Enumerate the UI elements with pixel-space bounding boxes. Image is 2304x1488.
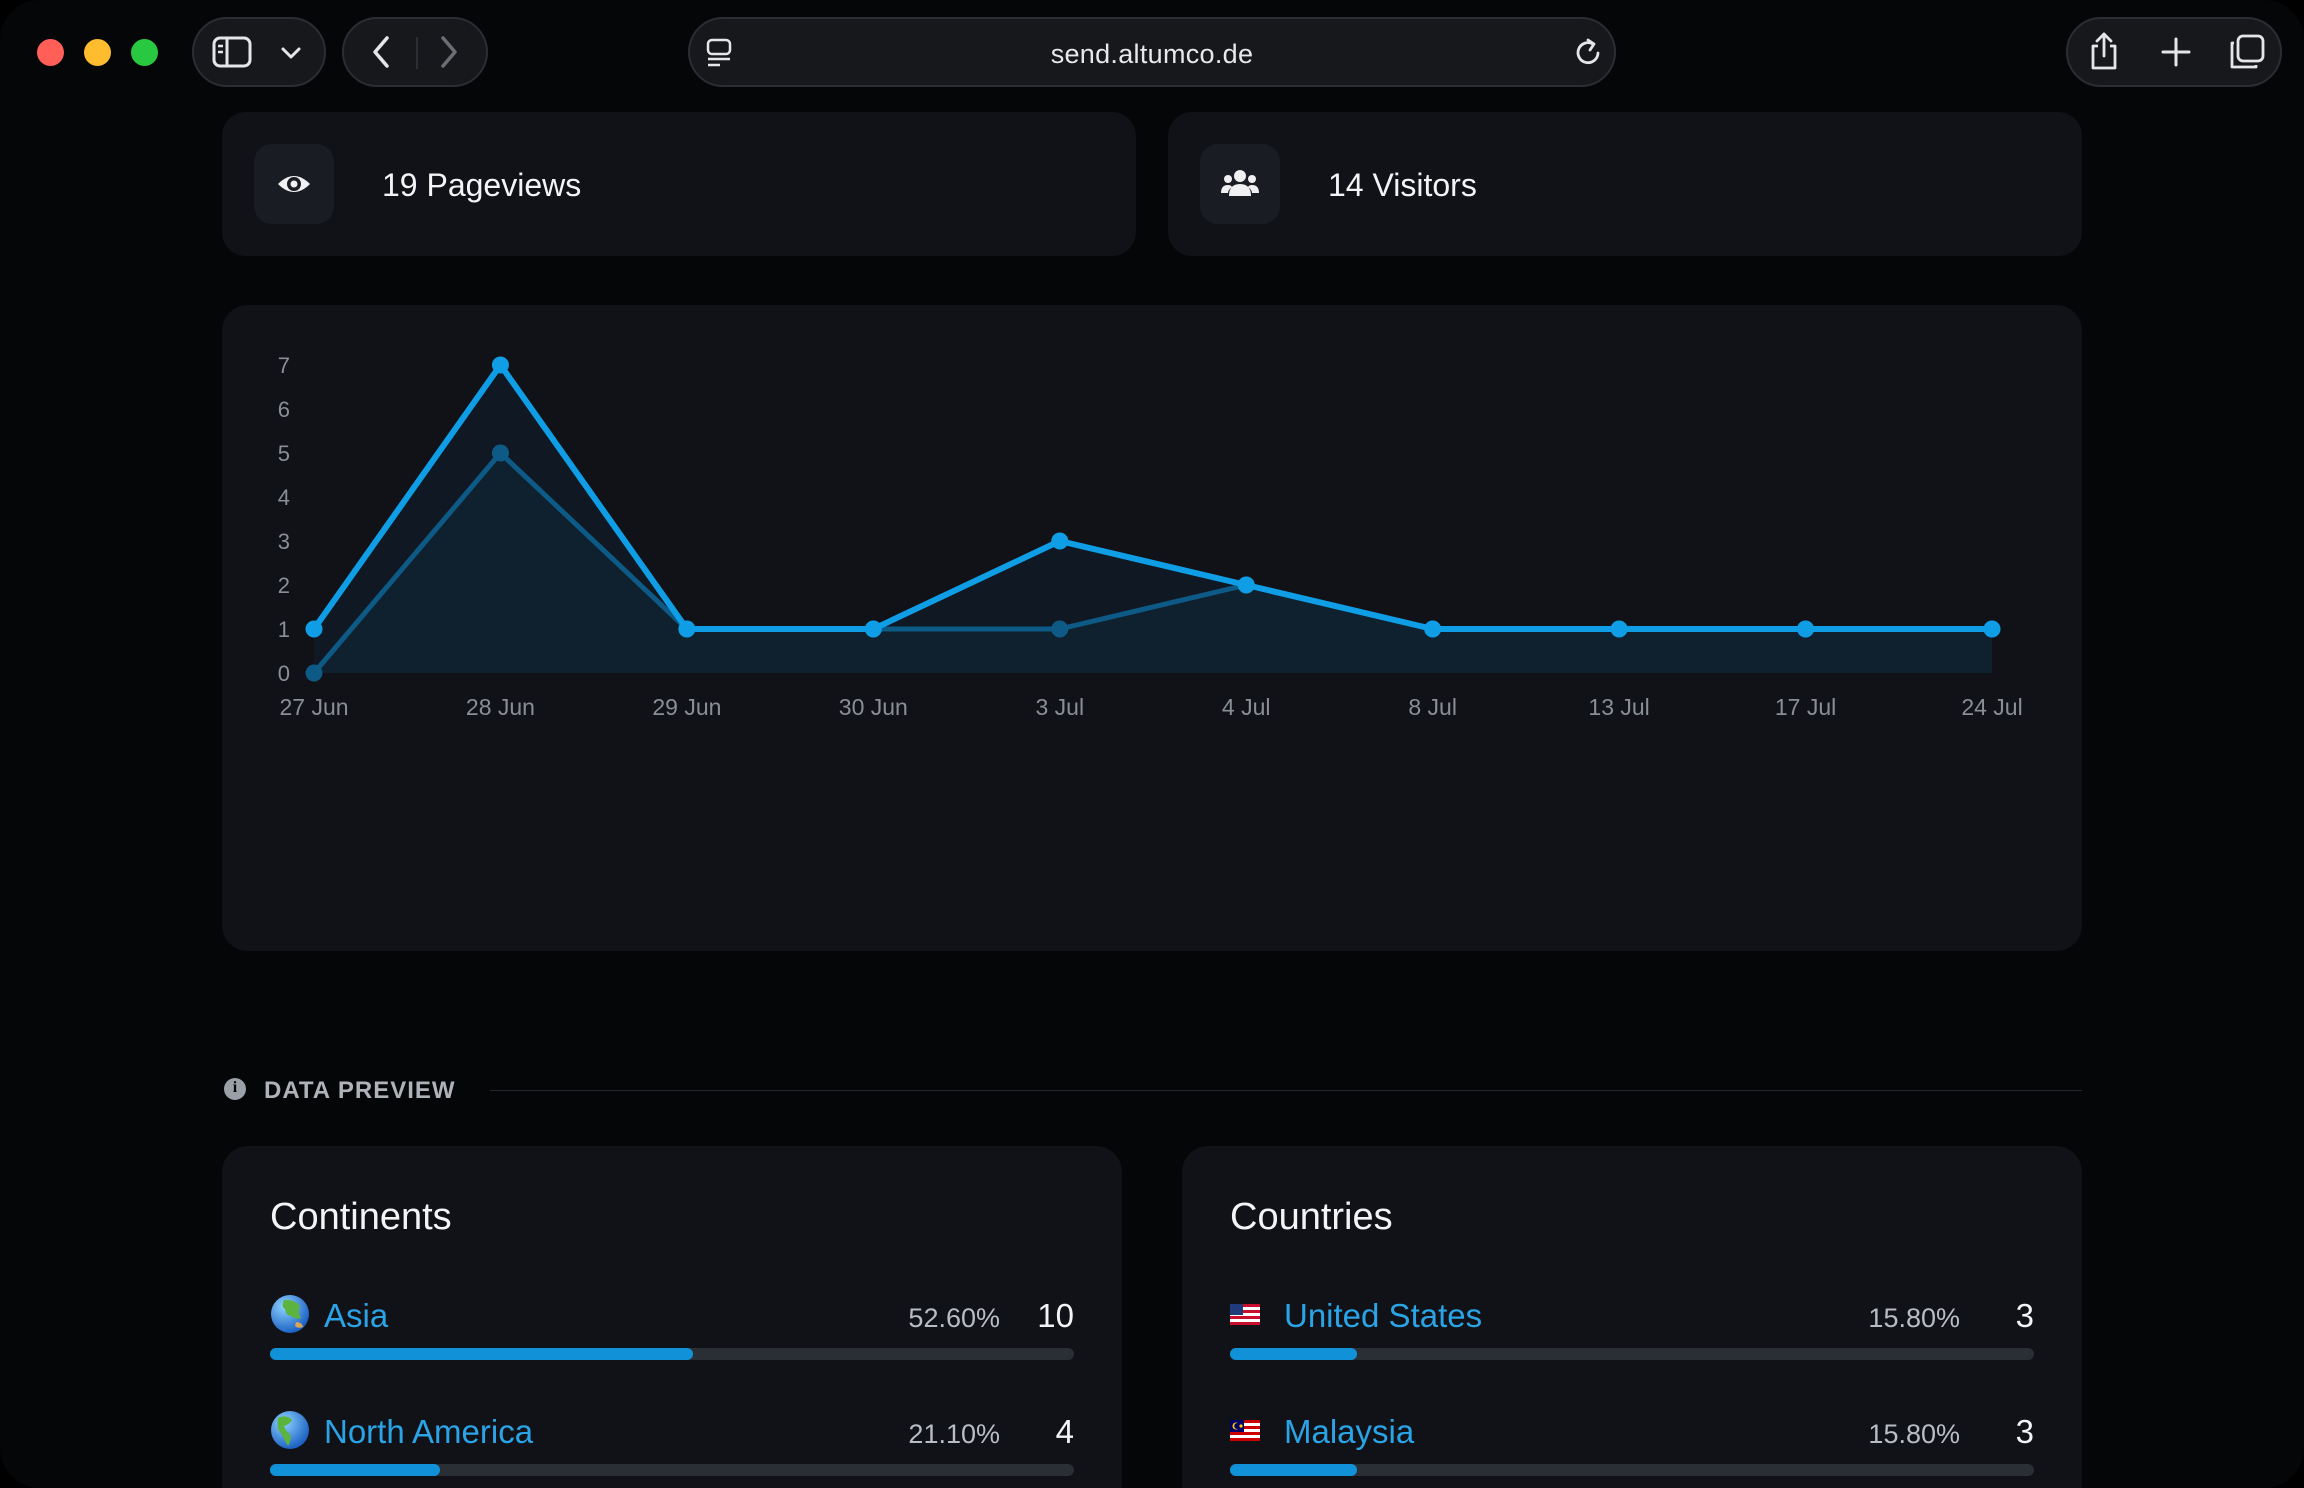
- y-tick-label: 5: [278, 441, 290, 466]
- chevron-down-icon[interactable]: [280, 46, 302, 60]
- users-icon: [1221, 170, 1259, 196]
- x-tick-label: 30 Jun: [839, 694, 908, 720]
- toolbar-actions: [2066, 17, 2282, 87]
- reload-icon[interactable]: [1574, 37, 1604, 69]
- x-tick-label: 13 Jul: [1588, 694, 1649, 720]
- x-tick-label: 17 Jul: [1775, 694, 1836, 720]
- data-point: [305, 620, 323, 638]
- page-menu-icon[interactable]: [706, 38, 734, 68]
- continent-progress-track: [270, 1348, 1074, 1360]
- data-point: [305, 664, 323, 682]
- sidebar-toggle-button[interactable]: [192, 17, 326, 87]
- url-text: send.altumco.de: [1050, 39, 1254, 69]
- address-bar[interactable]: send.altumco.de: [688, 17, 1616, 87]
- x-tick-label: 29 Jun: [652, 694, 721, 720]
- continent-row-asia[interactable]: Asia 52.60% 10: [270, 1294, 1074, 1364]
- globe-americas-icon: [271, 1411, 309, 1449]
- continent-percent: 21.10%: [908, 1419, 1000, 1449]
- continent-count: 10: [1037, 1297, 1074, 1334]
- navigation-buttons: [342, 17, 488, 87]
- country-count: 3: [2015, 1297, 2034, 1334]
- country-percent: 15.80%: [1868, 1419, 1960, 1449]
- x-tick-label: 27 Jun: [279, 694, 348, 720]
- country-progress-track: [1230, 1348, 2034, 1360]
- pageviews-stat: 19 Pageviews: [382, 167, 582, 203]
- eye-icon: [278, 176, 310, 192]
- series-line: [311, 362, 1995, 632]
- data-point: [491, 444, 509, 462]
- country-progress-fill: [1230, 1464, 1358, 1476]
- continent-progress-fill: [270, 1464, 440, 1476]
- section-divider: [490, 1090, 2082, 1091]
- continent-label[interactable]: Asia: [324, 1297, 389, 1334]
- countries-panel: Countries United States 15.80% 3: [1182, 1146, 2082, 1488]
- data-preview-header: DATA PREVIEW: [222, 1066, 2082, 1116]
- y-tick-label: 7: [278, 353, 290, 378]
- section-title: DATA PREVIEW: [264, 1077, 456, 1104]
- data-point: [678, 620, 696, 638]
- us-flag-icon: [1230, 1304, 1260, 1325]
- sidebar-icon: [212, 36, 252, 68]
- visitors-card: 14 Visitors: [1168, 112, 2082, 256]
- tab-overview-icon[interactable]: [2228, 33, 2266, 71]
- continent-progress-track: [270, 1464, 1074, 1476]
- y-tick-label: 4: [278, 485, 290, 510]
- country-progress-track: [1230, 1464, 2034, 1476]
- share-icon[interactable]: [2088, 31, 2120, 71]
- country-count: 3: [2015, 1413, 2034, 1450]
- data-point: [1610, 620, 1628, 638]
- continent-label[interactable]: North America: [324, 1413, 534, 1450]
- data-point: [1237, 576, 1255, 594]
- x-tick-label: 3 Jul: [1035, 694, 1084, 720]
- continents-title: Continents: [270, 1196, 452, 1238]
- country-percent: 15.80%: [1868, 1303, 1960, 1333]
- country-progress-fill: [1230, 1348, 1358, 1360]
- visitors-stat: 14 Visitors: [1328, 167, 1477, 203]
- malaysia-flag-icon: [1230, 1420, 1260, 1441]
- continent-row-north-america[interactable]: North America 21.10% 4: [270, 1410, 1074, 1480]
- y-tick-label: 2: [278, 573, 290, 598]
- close-window-button[interactable]: [37, 39, 64, 66]
- globe-asia-icon: [271, 1295, 309, 1333]
- data-point: [491, 356, 509, 374]
- x-tick-label: 4 Jul: [1222, 694, 1271, 720]
- forward-arrow-icon[interactable]: [438, 35, 460, 69]
- data-point: [1051, 532, 1069, 550]
- country-label[interactable]: United States: [1284, 1297, 1483, 1334]
- back-arrow-icon[interactable]: [370, 35, 392, 69]
- continents-panel: Continents Asia 52.60% 10: [222, 1146, 1122, 1488]
- countries-title: Countries: [1230, 1196, 1393, 1238]
- y-tick-label: 0: [278, 661, 290, 686]
- zoom-window-button[interactable]: [131, 39, 158, 66]
- continent-count: 4: [1055, 1413, 1074, 1450]
- data-point: [1983, 620, 2001, 638]
- continent-progress-fill: [270, 1348, 693, 1360]
- nav-divider: [416, 37, 418, 69]
- pageviews-card: 19 Pageviews: [222, 112, 1136, 256]
- y-tick-label: 3: [278, 529, 290, 554]
- info-icon: [224, 1078, 246, 1100]
- x-tick-label: 24 Jul: [1961, 694, 2022, 720]
- x-tick-label: 8 Jul: [1408, 694, 1457, 720]
- data-point: [1424, 620, 1442, 638]
- data-point: [864, 620, 882, 638]
- data-point: [1797, 620, 1815, 638]
- country-row-malaysia[interactable]: Malaysia 15.80% 3: [1230, 1410, 2034, 1480]
- new-tab-plus-icon[interactable]: [2160, 36, 2192, 68]
- series-area: [314, 453, 1992, 673]
- pageviews-icon-box: [254, 144, 334, 224]
- browser-toolbar: send.altumco.de: [0, 0, 2304, 108]
- country-label[interactable]: Malaysia: [1284, 1413, 1415, 1450]
- continent-percent: 52.60%: [908, 1303, 1000, 1333]
- visitors-icon-box: [1200, 144, 1280, 224]
- y-tick-label: 1: [278, 617, 290, 642]
- data-point: [1051, 620, 1069, 638]
- traffic-line-chart: 0 1 2 3 4 5 6 7 27 Jun 28 Jun 29 Jun 30 Jun 3 Jul 4 J…: [278, 353, 2023, 720]
- country-row-united-states[interactable]: United States 15.80% 3: [1230, 1294, 2034, 1364]
- minimize-window-button[interactable]: [84, 39, 111, 66]
- y-tick-label: 6: [278, 397, 290, 422]
- traffic-chart-card: 0 1 2 3 4 5 6 7 27 Jun 28 Jun 29 Jun 30 Jun 3 Jul 4 J…: [222, 305, 2082, 951]
- x-tick-label: 28 Jun: [466, 694, 535, 720]
